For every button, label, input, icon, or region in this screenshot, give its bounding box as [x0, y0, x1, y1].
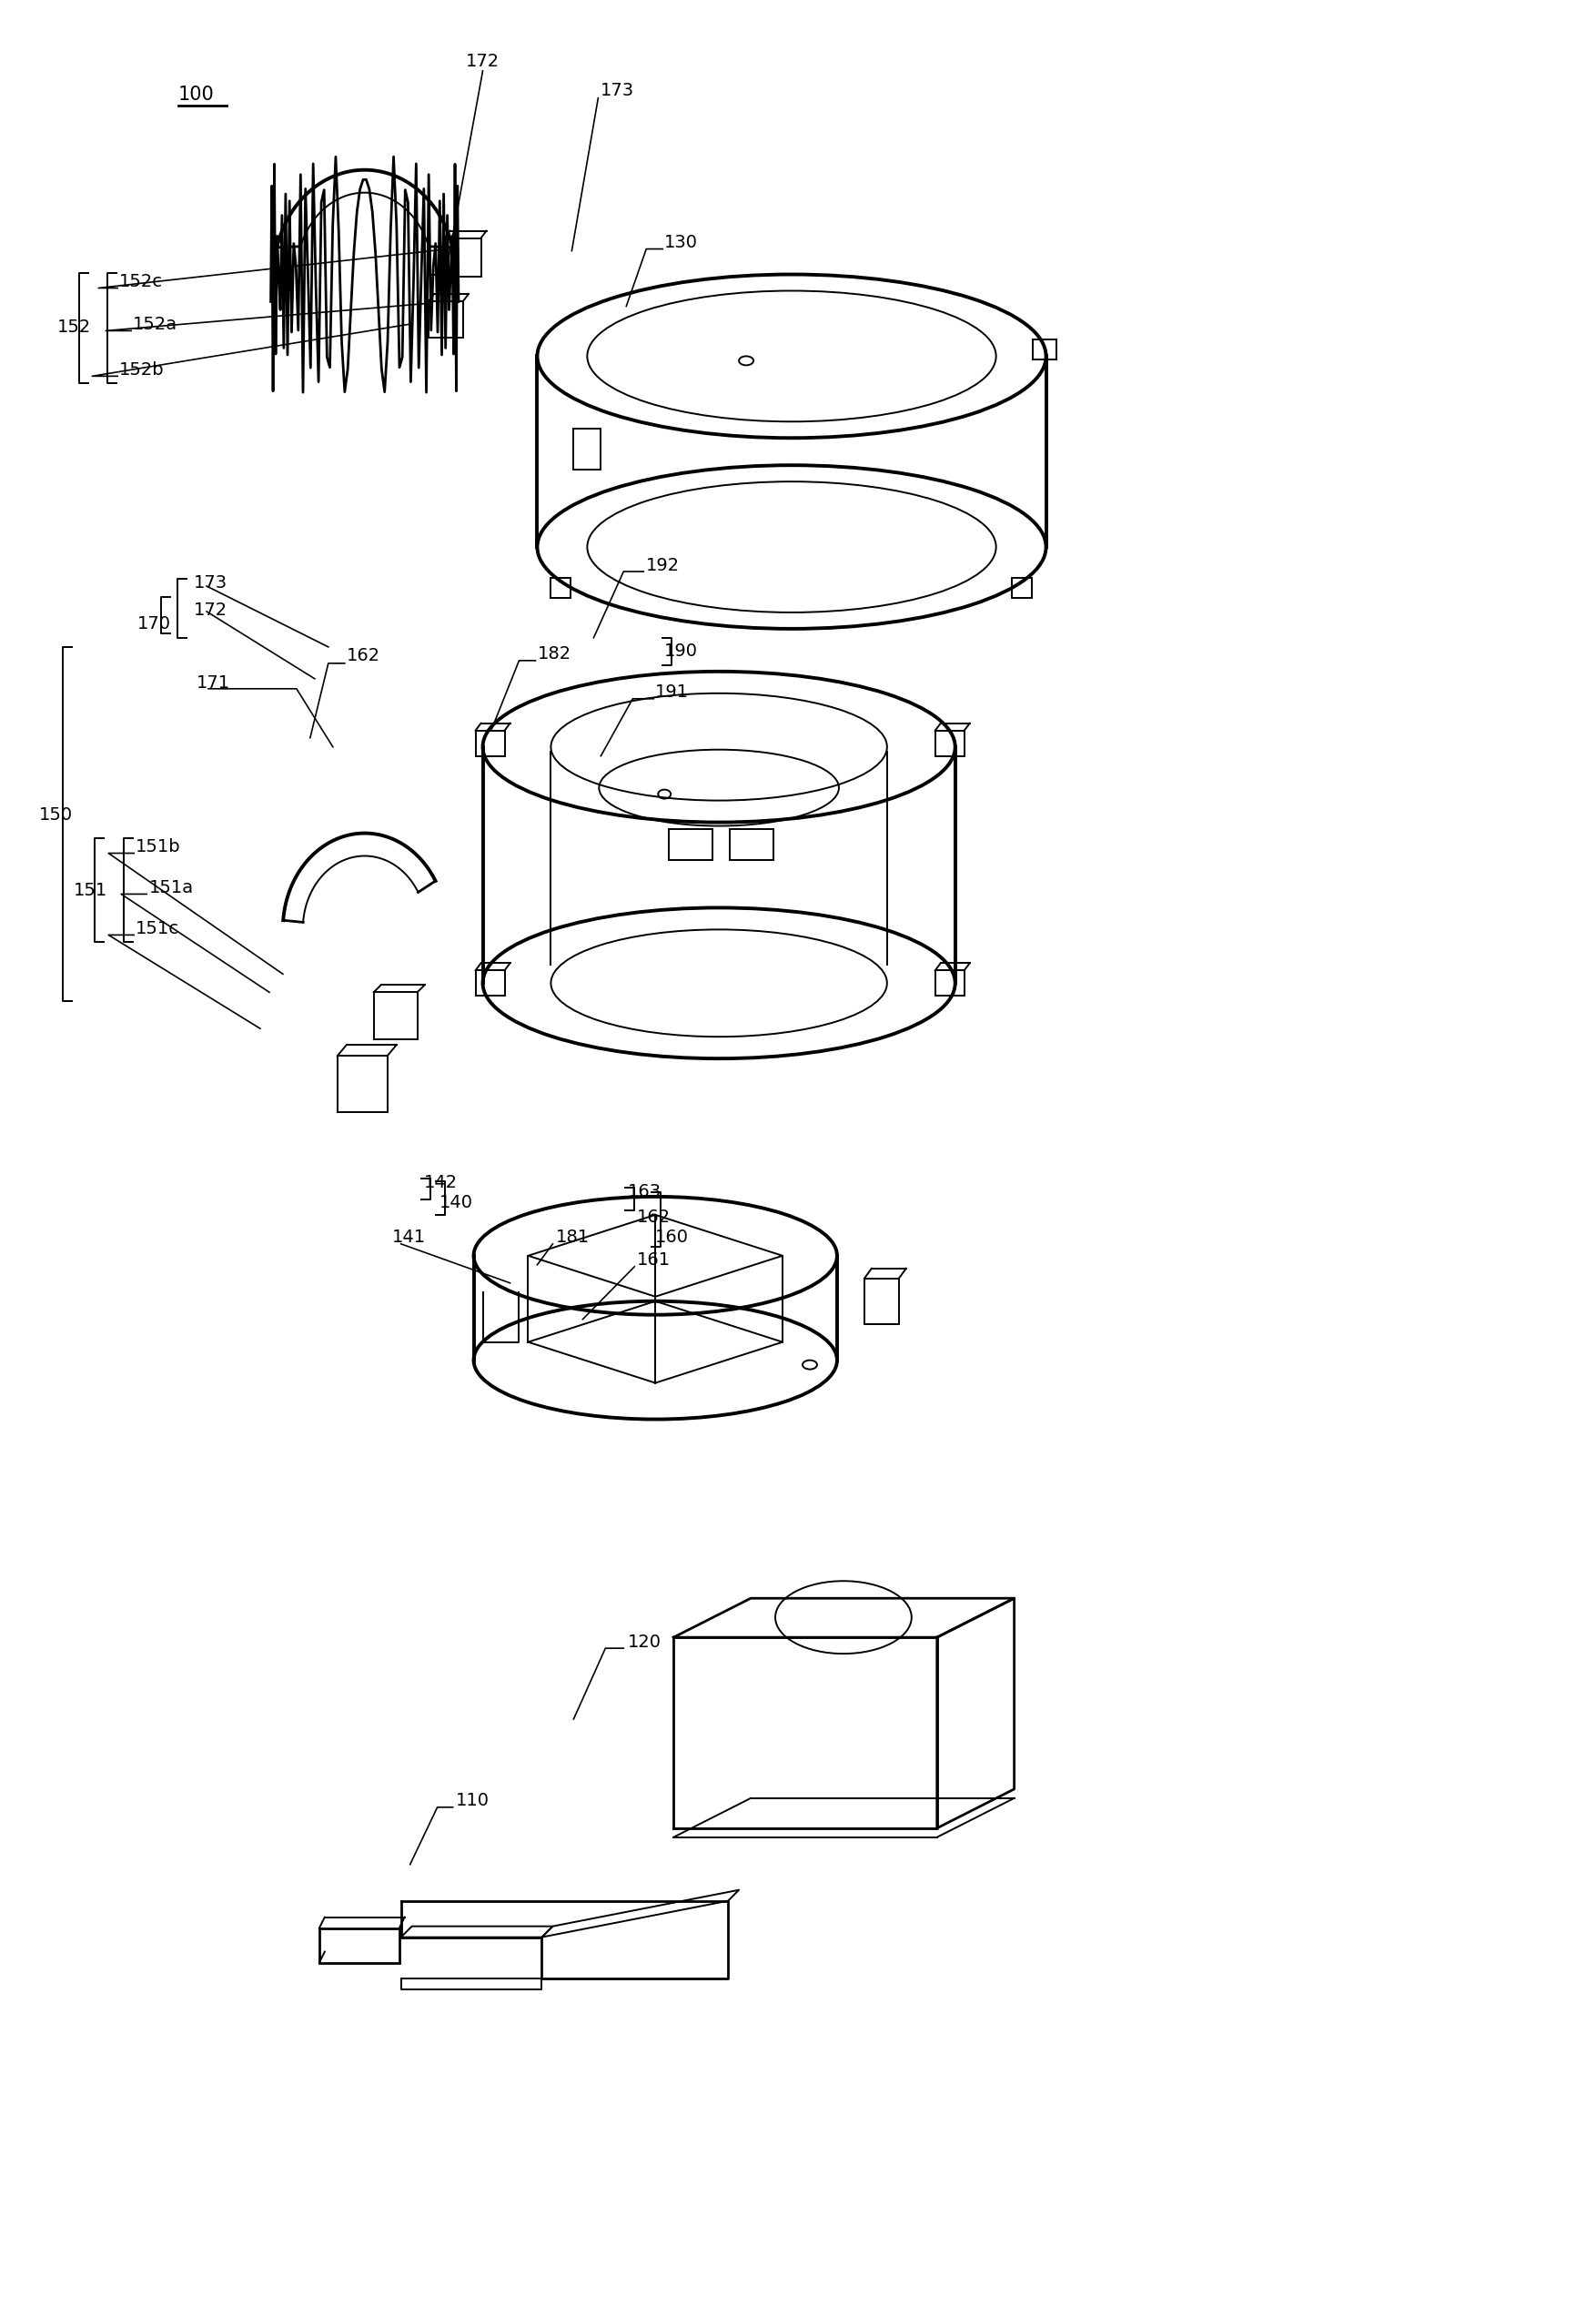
Bar	[476, 730, 504, 756]
Text: 110: 110	[455, 1792, 488, 1810]
Text: 130: 130	[664, 234, 697, 250]
Bar	[935, 730, 964, 756]
Text: 190: 190	[664, 643, 697, 659]
Text: 151a: 151a	[150, 880, 195, 896]
Bar	[445, 239, 480, 276]
Bar	[319, 1927, 399, 1962]
Bar	[669, 829, 712, 859]
Text: 152: 152	[57, 319, 91, 335]
Text: 150: 150	[38, 806, 73, 825]
Bar	[935, 969, 964, 997]
Bar	[865, 1279, 899, 1323]
Text: 162: 162	[637, 1208, 670, 1227]
Text: 182: 182	[538, 645, 571, 664]
Bar	[337, 1057, 388, 1112]
Bar	[373, 992, 417, 1041]
Text: 152b: 152b	[120, 361, 164, 379]
Text: 142: 142	[423, 1174, 458, 1192]
Text: 163: 163	[629, 1183, 662, 1201]
Bar	[476, 969, 504, 997]
Text: 152c: 152c	[120, 273, 163, 289]
Text: 160: 160	[656, 1229, 689, 1247]
Bar	[1033, 340, 1057, 361]
Bar	[1012, 579, 1031, 597]
Text: 181: 181	[555, 1229, 589, 1247]
Text: 140: 140	[439, 1194, 472, 1211]
Text: 151c: 151c	[136, 921, 179, 937]
Text: 151b: 151b	[136, 838, 180, 854]
Bar	[551, 579, 571, 597]
Text: 141: 141	[393, 1229, 426, 1247]
Text: 173: 173	[600, 83, 635, 99]
Text: 151: 151	[73, 882, 107, 898]
Bar	[729, 829, 774, 859]
Bar	[573, 430, 600, 471]
Text: 173: 173	[193, 574, 228, 593]
Bar	[428, 301, 463, 338]
Text: 161: 161	[637, 1252, 670, 1268]
Text: 172: 172	[466, 53, 500, 71]
Text: 171: 171	[196, 675, 230, 691]
Text: 172: 172	[193, 602, 228, 620]
Text: 192: 192	[646, 556, 680, 574]
Text: 152a: 152a	[132, 315, 177, 333]
Text: 191: 191	[656, 685, 689, 701]
Text: 170: 170	[137, 616, 171, 634]
Text: 100: 100	[179, 85, 214, 103]
Text: 120: 120	[629, 1633, 662, 1652]
Text: 162: 162	[346, 648, 380, 664]
